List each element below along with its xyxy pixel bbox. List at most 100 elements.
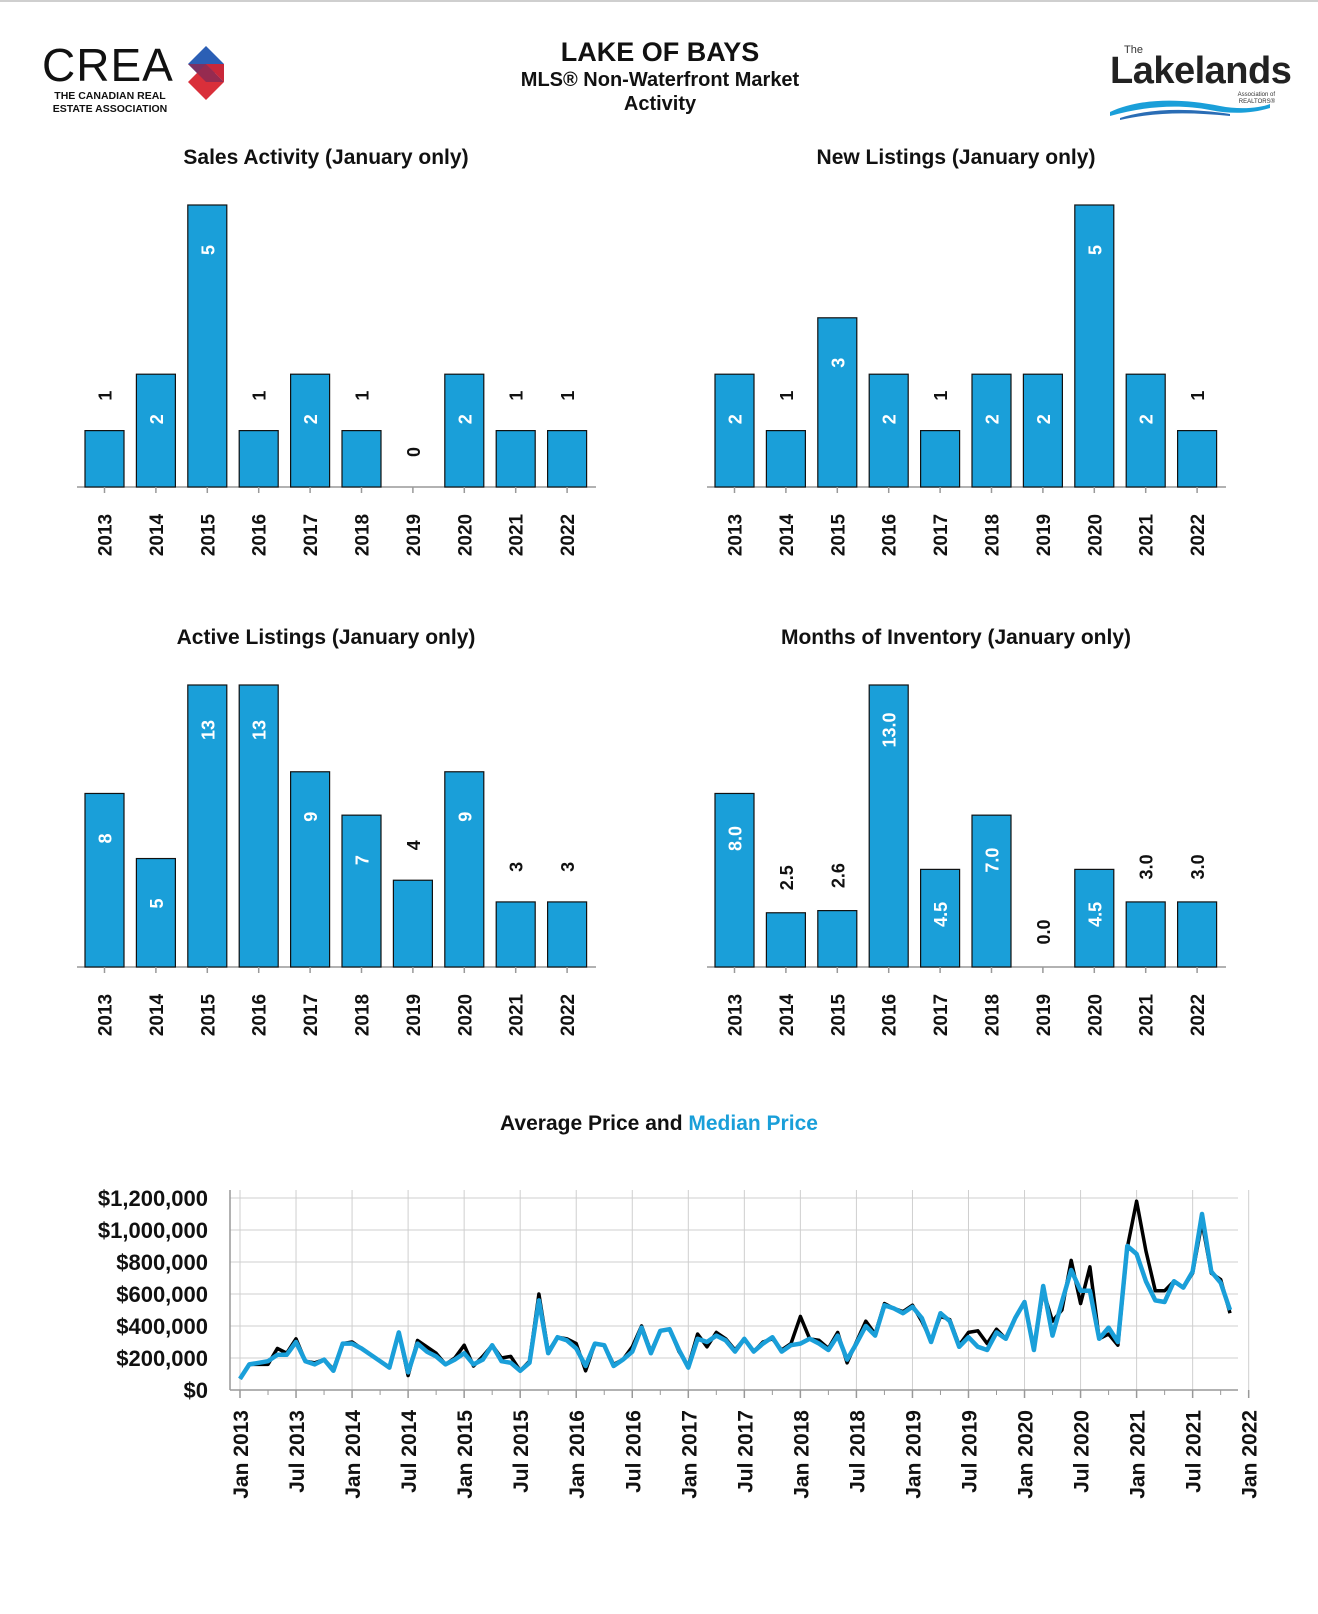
x-tick-label: Jul 2016 (622, 1410, 645, 1493)
x-tick-label: 2021 (507, 513, 528, 556)
bar (920, 868, 961, 968)
bar (1022, 373, 1063, 488)
bar (971, 373, 1012, 488)
x-tick-label: 2020 (1085, 514, 1106, 556)
bar-value-label: 2.5 (777, 865, 797, 890)
x-tick-label: 2019 (404, 994, 425, 1036)
bar-value-label: 13 (250, 720, 270, 740)
bar (1177, 901, 1218, 968)
bar-value-label: 3 (507, 862, 527, 872)
x-tick-label: Jan 2019 (902, 1410, 925, 1499)
y-tick-label: $800,000 (116, 1250, 208, 1275)
x-tick-label: 2013 (96, 994, 117, 1036)
x-tick-label: 2021 (1137, 513, 1158, 556)
x-tick-label: 2015 (828, 993, 849, 1036)
x-tick-label: Jan 2017 (678, 1410, 701, 1499)
x-tick-label: 2017 (301, 994, 322, 1036)
wave-icon (1110, 100, 1270, 120)
new-listings-svg: New Listings (January only) 2 2013 1 2014 3 20… (707, 146, 1226, 556)
sales-activity-chart: Sales Activity (January only) 1 2013 2 2014 5… (60, 140, 620, 600)
x-tick-label: Jan 2014 (342, 1410, 365, 1499)
bar-value-label: 0 (404, 447, 424, 457)
bar (290, 771, 331, 968)
x-tick-label: 2017 (301, 514, 322, 556)
crea-logo-subtitle: THE CANADIAN REAL ESTATE ASSOCIATION (52, 90, 168, 115)
chart-title: Months of Inventory (January only) (781, 626, 1131, 649)
x-tick-label: 2014 (147, 513, 168, 556)
x-tick-label: 2020 (1085, 994, 1106, 1036)
x-tick-label: 2020 (455, 514, 476, 556)
y-tick-label: $400,000 (116, 1314, 208, 1339)
x-tick-label: Jan 2018 (790, 1410, 813, 1499)
x-tick-label: 2013 (726, 514, 747, 556)
bar (495, 430, 536, 488)
bar (238, 684, 279, 968)
median-price-line (238, 1211, 1233, 1381)
bar-value-label: 1 (1188, 391, 1208, 401)
x-tick-label: 2019 (1034, 994, 1055, 1036)
x-tick-label: 2014 (147, 993, 168, 1036)
bar-value-label: 1 (507, 391, 527, 401)
months-of-inventory-chart: Months of Inventory (January only) 8.0 201… (690, 620, 1250, 1080)
report-title: LAKE OF BAYS (560, 37, 760, 67)
x-tick-label: 2016 (880, 514, 901, 556)
bar (1125, 901, 1166, 968)
x-tick-label: 2015 (828, 513, 849, 556)
bar-value-label: 8 (96, 833, 116, 843)
y-tick-label: $0 (184, 1378, 208, 1403)
x-tick-label: Jan 2020 (1015, 1410, 1038, 1499)
bar-value-label: 1 (250, 391, 270, 401)
bar-value-label: 2 (983, 414, 1003, 424)
lakelands-logo-the: The (1124, 44, 1143, 56)
y-tick-label: $1,200,000 (98, 1186, 208, 1211)
bar-value-label: 2 (147, 414, 167, 424)
crea-diamond-icon (188, 46, 224, 100)
bar-value-label: 1 (931, 391, 951, 401)
bar (187, 204, 228, 488)
bar-value-label: 3.0 (1137, 854, 1157, 879)
bar-value-label: 1 (353, 391, 373, 401)
x-tick-label: 2022 (1188, 994, 1209, 1036)
crea-logo: CREA THE CANADIAN REAL ESTATE ASSOCIATIO… (42, 40, 242, 120)
bar (765, 430, 807, 488)
bar (714, 373, 755, 488)
bar (971, 814, 1012, 968)
bar-value-label: 0.0 (1034, 919, 1054, 944)
bar (868, 373, 909, 488)
bar (1125, 373, 1166, 488)
bar (714, 792, 755, 968)
bar-value-label: 4 (404, 840, 424, 850)
x-tick-label: 2021 (507, 993, 528, 1036)
bar (868, 684, 909, 968)
sales-activity-svg: Sales Activity (January only) 1 2013 2 2014 5… (77, 146, 596, 556)
bar-value-label: 3 (828, 358, 848, 368)
bar (84, 430, 125, 488)
x-tick-label: Jul 2021 (1183, 1410, 1206, 1493)
lakelands-logo-word: Lakelands (1110, 50, 1292, 92)
bar (341, 814, 382, 968)
bar-value-label: 2 (880, 414, 900, 424)
x-tick-label: Jul 2017 (734, 1410, 757, 1493)
x-tick-label: 2015 (198, 513, 219, 556)
x-tick-label: 2016 (880, 994, 901, 1036)
bar (84, 792, 125, 968)
x-tick-label: Jul 2020 (1071, 1410, 1094, 1493)
report-title-block: LAKE OF BAYS MLS® Non-Waterfront Market … (420, 36, 900, 116)
x-tick-label: 2022 (558, 994, 579, 1036)
crea-logo-word: CREA (42, 39, 174, 91)
x-tick-label: 2018 (353, 514, 374, 556)
bar (547, 430, 588, 488)
x-tick-label: 2016 (250, 994, 271, 1036)
months-of-inventory-svg: Months of Inventory (January only) 8.0 201… (707, 626, 1226, 1036)
x-tick-label: Jul 2015 (510, 1410, 533, 1493)
lakelands-logo: The Lakelands Association of REALTORS® (1110, 42, 1292, 120)
x-tick-label: Jan 2021 (1127, 1410, 1150, 1499)
chart-title: New Listings (January only) (817, 146, 1096, 169)
price-line-svg: $0 $200,000 $400,000 $600,000 $800,000 $1,000… (98, 1186, 1262, 1499)
x-tick-label: 2018 (983, 514, 1004, 556)
y-tick-label: $200,000 (116, 1346, 208, 1371)
bar-value-label: 2 (726, 414, 746, 424)
average-price-title: Average Price and (500, 1112, 683, 1135)
x-tick-label: 2021 (1137, 993, 1158, 1036)
report-subtitle-2: Activity (623, 93, 697, 115)
